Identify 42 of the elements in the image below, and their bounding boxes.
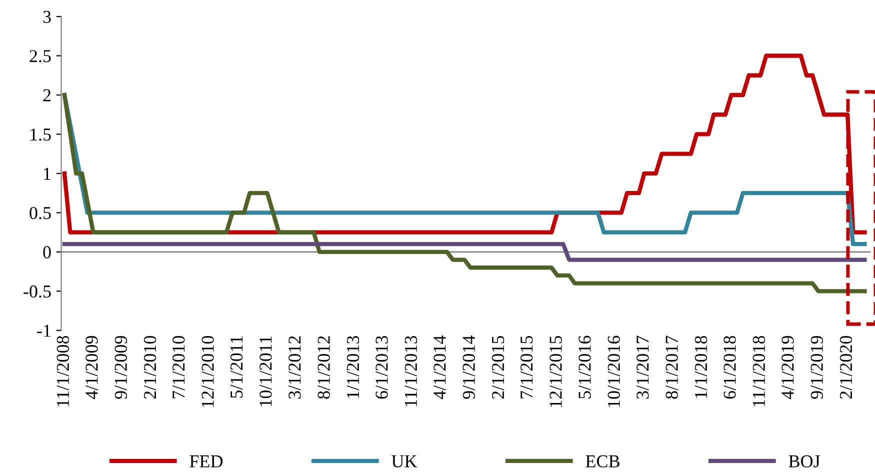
x-tick-label: 5/1/2016 (578, 336, 591, 398)
y-tick-label: -0.5 (24, 285, 51, 298)
x-tick-label: 1/1/2018 (694, 336, 708, 398)
x-tick-label: 5/1/2011 (230, 336, 243, 398)
y-tick-label: 0 (43, 246, 51, 258)
x-tick-label: 11/1/2013 (404, 336, 417, 406)
x-tick-label: 3/1/2017 (636, 336, 649, 399)
line-series (62, 92, 867, 294)
legend-label: ECB (586, 455, 620, 468)
x-tick-label: 2/1/2020 (840, 336, 852, 399)
legend-label: BOJ (788, 455, 820, 468)
x-tick-label: 6/1/2018 (724, 336, 736, 399)
x-tick-label: 11/1/2018 (752, 336, 765, 406)
x-tick-label: 2/1/2010 (144, 336, 156, 399)
x-tick-label: 7/1/2015 (520, 336, 533, 398)
x-tick-label: 8/1/2017 (666, 336, 678, 399)
y-tick-label: 1 (44, 168, 50, 180)
x-tick-label: 7/1/2010 (172, 336, 185, 398)
x-tick-label: 2/1/2015 (492, 336, 504, 399)
x-tick-label: 10/1/2016 (608, 336, 620, 407)
x-tick-label: 6/1/2013 (376, 336, 388, 399)
y-tick-label: 1.5 (30, 128, 51, 141)
x-tick-label: 12/1/2010 (202, 336, 214, 407)
x-tick-label: 4/1/2009 (86, 336, 98, 400)
x-tick-label: 9/1/2009 (114, 336, 127, 399)
x-tick-label: 4/1/2019 (782, 336, 794, 400)
x-tick-label: 4/1/2014 (434, 336, 446, 400)
y-tick-label: 2.5 (30, 50, 51, 62)
y-tick-label: 2 (43, 89, 51, 102)
legend-label: FED (190, 455, 223, 468)
x-tick-label: 10/1/2011 (260, 336, 272, 406)
x-tick-label: 9/1/2019 (810, 336, 823, 399)
y-tick-label: -1 (37, 324, 50, 337)
x-tick-label: 9/1/2014 (462, 336, 475, 399)
y-tick-label: 3 (43, 10, 51, 23)
x-tick-label: 1/1/2013 (346, 336, 360, 398)
x-tick-label: 8/1/2012 (318, 336, 330, 399)
legend-label: UK (392, 455, 418, 468)
x-tick-label: 11/1/2008 (56, 336, 70, 406)
y-tick-label: 0.5 (30, 206, 51, 220)
x-tick-label: 3/1/2012 (288, 336, 301, 399)
x-tick-label: 12/1/2015 (550, 336, 562, 407)
